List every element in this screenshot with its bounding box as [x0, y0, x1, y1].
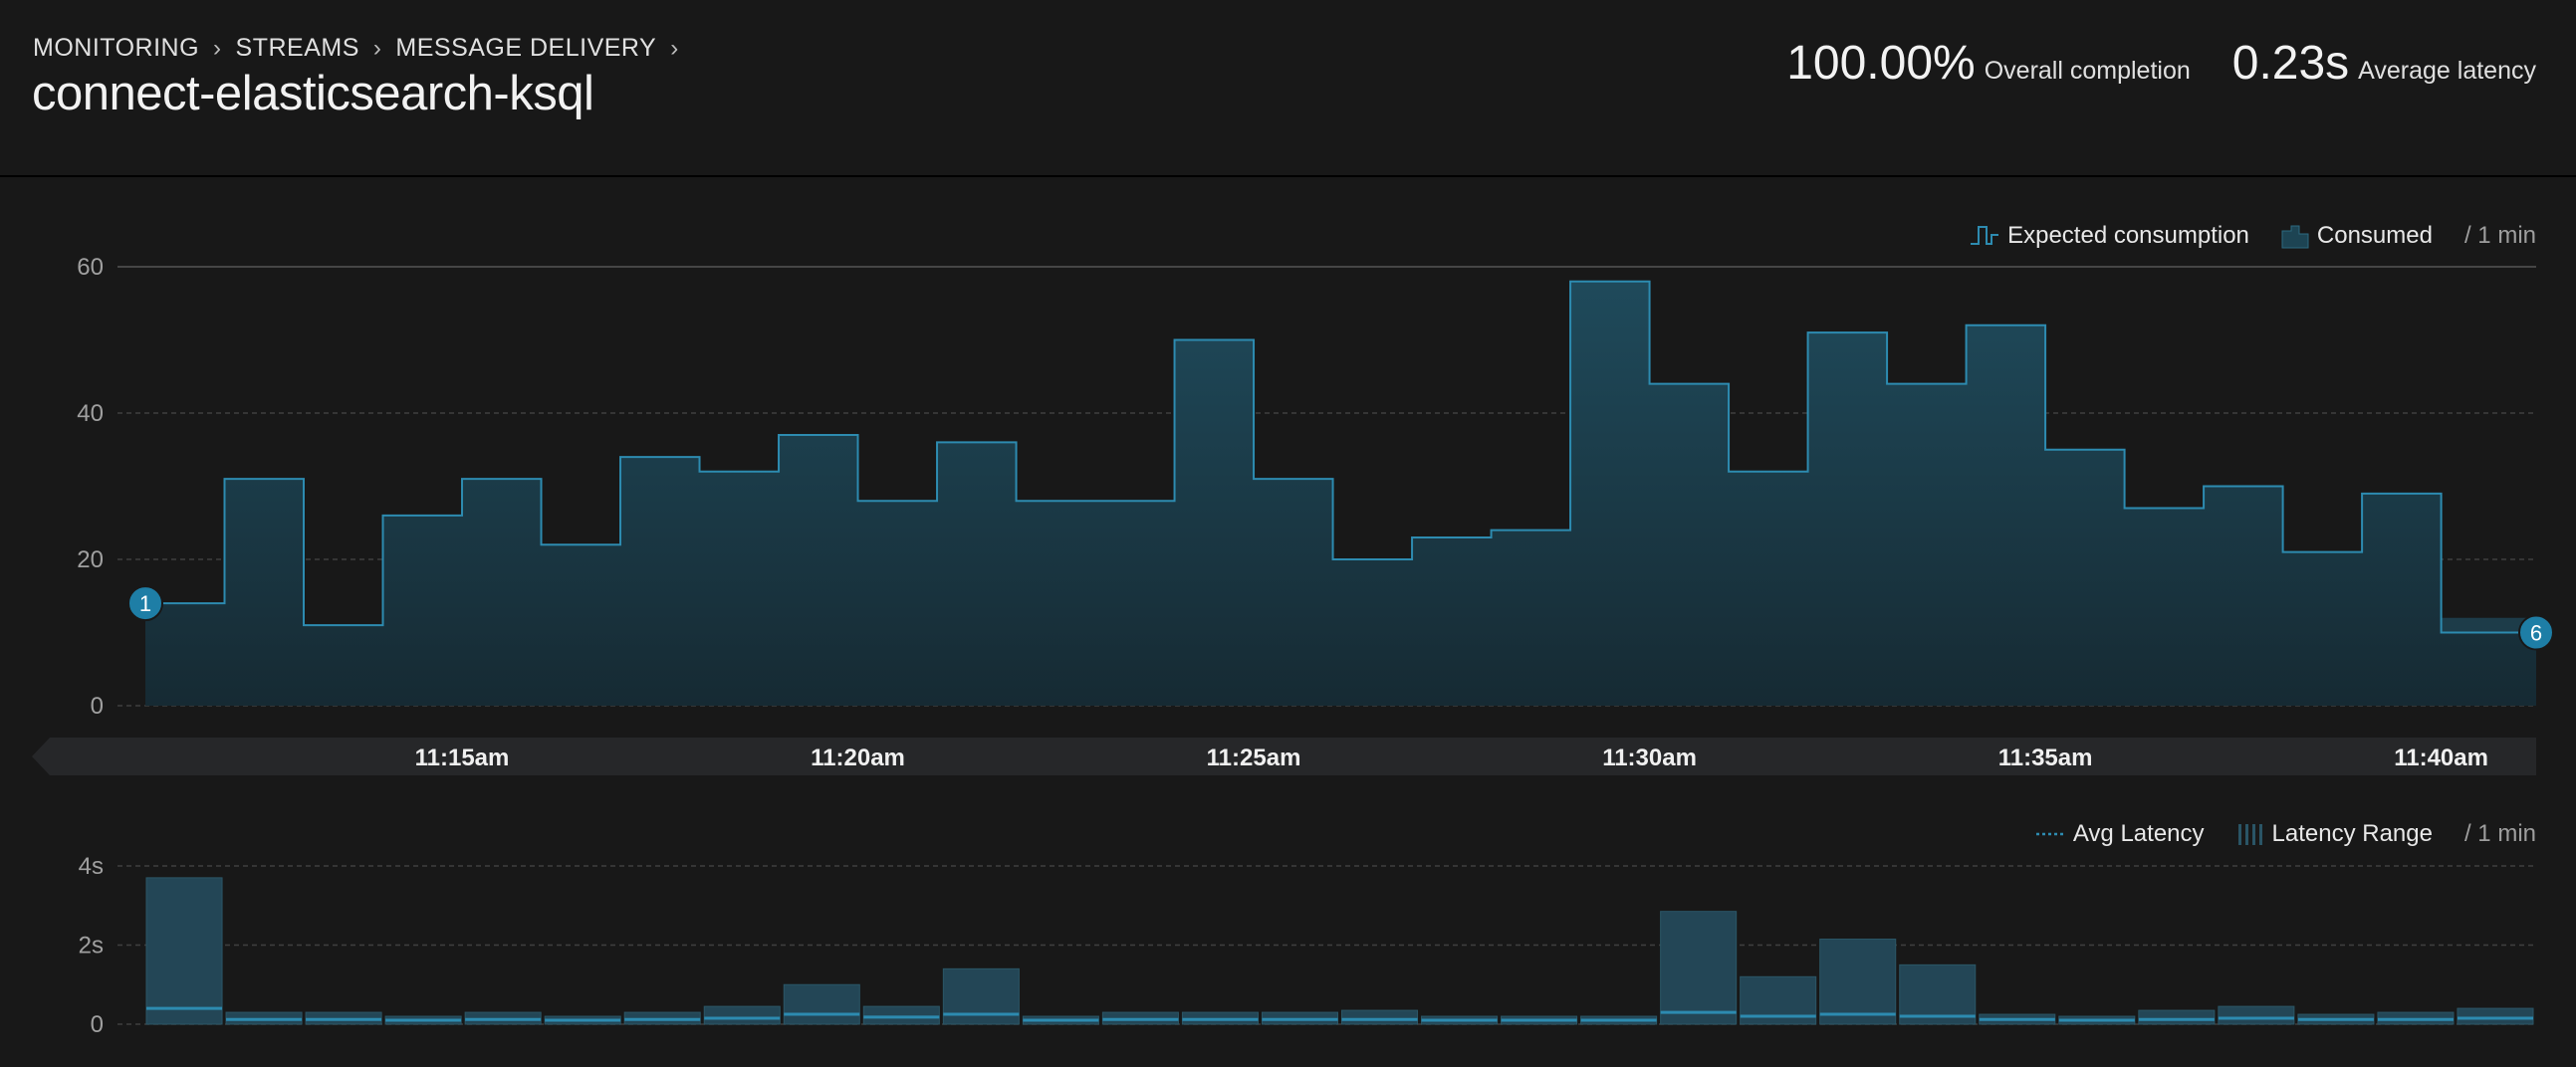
latency-bar[interactable]: [1341, 1009, 1419, 1025]
dotted-line-icon: [2035, 832, 2064, 836]
latency-bar[interactable]: [783, 983, 860, 1025]
latency-bar[interactable]: [1819, 939, 1897, 1025]
y-tick-label: 60: [77, 254, 104, 281]
legend-consumed[interactable]: Consumed: [2281, 222, 2433, 250]
summary-stats: 100.00% Overall completion 0.23s Average…: [1745, 36, 2536, 91]
latency-bar[interactable]: [2457, 1007, 2534, 1025]
y-tick-label: 0: [91, 1011, 104, 1038]
completion-value: 100.00%: [1786, 37, 1976, 90]
page-title: connect-elasticsearch-ksql: [32, 67, 594, 120]
breadcrumb-message-delivery[interactable]: MESSAGE DELIVERY: [395, 34, 657, 62]
x-tick-label: 11:30am: [1602, 745, 1697, 771]
legend-avg-latency-label: Avg Latency: [2072, 820, 2205, 847]
legend-expected-consumption[interactable]: Expected consumption: [1970, 222, 2249, 250]
x-tick-label: 11:20am: [811, 745, 905, 771]
latency-bar[interactable]: [145, 877, 223, 1025]
latency-bar[interactable]: [1660, 911, 1738, 1025]
expected-consumption-line: [145, 280, 2536, 634]
y-tick-label: 4s: [79, 853, 104, 880]
striped-bars-icon: [2237, 824, 2262, 845]
point-marker[interactable]: 6: [2518, 614, 2554, 651]
consumption-legend: Expected consumption Consumed / 1 min: [1938, 222, 2536, 250]
y-tick-label: 2s: [79, 932, 104, 959]
chevron-right-icon: ›: [670, 34, 679, 62]
marker-label: 1: [139, 591, 151, 616]
y-tick-label: 0: [91, 693, 104, 720]
interval-label: / 1 min: [2463, 222, 2536, 249]
latency-label: Average latency: [2358, 57, 2536, 85]
y-tick-label: 20: [77, 546, 104, 573]
latency-bar[interactable]: [2138, 1009, 2216, 1025]
latency-bar[interactable]: [1899, 963, 1977, 1025]
completion-label: Overall completion: [1984, 57, 2191, 85]
breadcrumb-streams[interactable]: STREAMS: [235, 34, 359, 62]
y-tick-label: 40: [77, 400, 104, 427]
chevron-right-icon: ›: [372, 34, 382, 62]
latency-value: 0.23s: [2231, 37, 2350, 90]
time-axis-bar[interactable]: [32, 738, 2536, 775]
breadcrumb-monitoring[interactable]: MONITORING: [33, 34, 200, 62]
consumed-tail: [2441, 617, 2536, 633]
latency-bar[interactable]: [942, 967, 1020, 1025]
consumed-area: [145, 281, 2536, 706]
marker-label: 6: [2530, 621, 2542, 646]
chevron-right-icon: ›: [213, 34, 222, 62]
latency-chart: 0 2s 4s: [79, 853, 2536, 1038]
x-tick-label: 11:25am: [1207, 745, 1301, 771]
consumption-chart: 0 20 40 60 11:15am 11:20am 11:25am 11:30am 11:3…: [32, 254, 2554, 775]
legend-consumed-label: Consumed: [2316, 222, 2433, 249]
x-tick-label: 11:15am: [415, 745, 510, 771]
area-icon: [2281, 225, 2309, 249]
completion-stat: 100.00% Overall completion: [1786, 36, 2191, 91]
latency-interval-label: / 1 min: [2463, 820, 2536, 847]
latency-bar[interactable]: [2218, 1005, 2295, 1025]
page-header: MONITORING › STREAMS › MESSAGE DELIVERY …: [0, 0, 2576, 177]
legend-expected-label: Expected consumption: [2007, 222, 2249, 249]
legend-latency-range-label: Latency Range: [2271, 820, 2433, 847]
x-tick-label: 11:40am: [2394, 745, 2488, 771]
latency-stat: 0.23s Average latency: [2232, 36, 2536, 91]
step-line-icon: [1971, 226, 1999, 245]
legend-latency-range[interactable]: Latency Range: [2236, 820, 2433, 848]
legend-avg-latency[interactable]: Avg Latency: [2035, 820, 2205, 848]
x-tick-label: 11:35am: [1998, 745, 2093, 771]
point-marker[interactable]: 1: [127, 585, 163, 622]
latency-legend: Avg Latency Latency Range / 1 min: [2003, 820, 2536, 848]
breadcrumb: MONITORING › STREAMS › MESSAGE DELIVERY …: [33, 34, 693, 63]
latency-bar[interactable]: [862, 1005, 940, 1025]
latency-bar[interactable]: [703, 1005, 781, 1025]
